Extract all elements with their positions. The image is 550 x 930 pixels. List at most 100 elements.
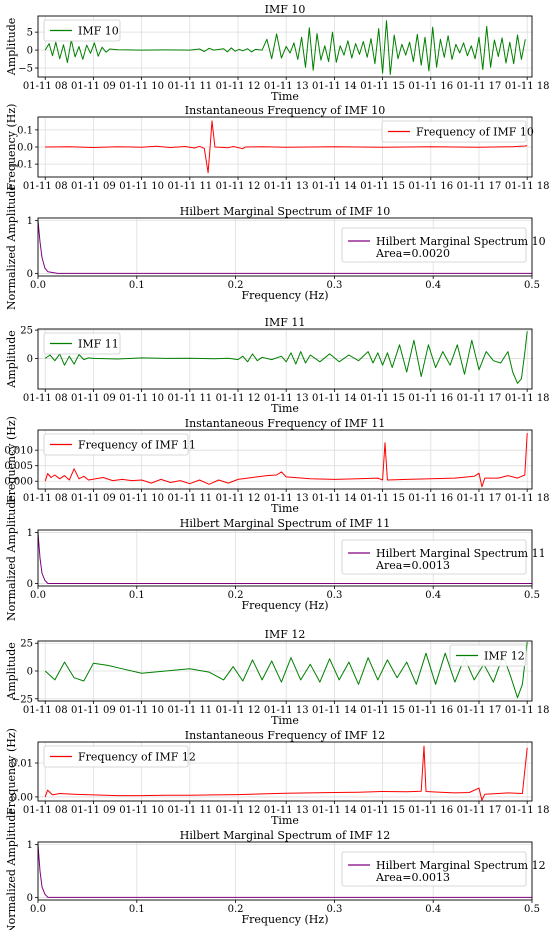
legend-entry: IMF 10 (78, 25, 119, 38)
legend-entry: IMF 12 (484, 650, 525, 663)
x-tick-label: 01-11 16 (408, 805, 453, 816)
x-tick-label: 01-11 09 (71, 393, 116, 404)
legend: Frequency of IMF 12 (43, 745, 196, 768)
x-axis-label: Time (271, 814, 299, 827)
axes-frame (37, 429, 533, 490)
legend-entry: Hilbert Marginal Spectrum 12 (376, 859, 546, 872)
series-line (44, 433, 528, 488)
x-tick-label: 0.3 (326, 280, 342, 291)
legend-box (43, 433, 189, 456)
legend-box (43, 745, 189, 768)
x-axis-label: Time (271, 402, 299, 415)
x-tick-label: 01-11 09 (71, 705, 116, 716)
x-tick-label: 0.4 (425, 280, 441, 291)
axes-frame (37, 529, 533, 587)
x-tick-label: 01-11 16 (408, 705, 453, 716)
legend: IMF 11 (43, 332, 121, 355)
x-tick-label: 01-11 15 (360, 81, 405, 92)
x-tick-label: 01-11 18 (505, 393, 550, 404)
chart-title: Hilbert Marginal Spectrum of IMF 12 (180, 829, 391, 842)
chart-panel-5: 01-11 08 01-11 09 01-11 10 01-11 11 01-11 12… (4, 416, 549, 515)
x-tick-label: 01-11 13 (264, 181, 309, 192)
y-tick-label: 0.005 (4, 461, 33, 472)
legend-annotation: Area=0.0020 (375, 247, 450, 260)
x-tick-label: 0.2 (228, 904, 244, 915)
chart-title: IMF 11 (265, 316, 306, 329)
x-tick-label: 01-11 17 (457, 81, 502, 92)
y-tick-label: 5 (27, 28, 33, 39)
x-tick-label: 01-11 13 (264, 81, 309, 92)
y-tick-label: 0.00 (11, 792, 33, 803)
chart-panel-1: 01-11 08 01-11 09 01-11 10 01-11 11 01-11 12… (5, 3, 550, 103)
x-tick-label: 01-11 12 (216, 393, 261, 404)
y-tick-label: 0 (27, 667, 33, 678)
x-tick-label: 01-11 15 (360, 493, 405, 504)
y-tick-label: 0.01 (11, 759, 33, 770)
x-tick-label: 01-11 17 (457, 493, 502, 504)
legend-box (43, 332, 121, 355)
x-tick-label: 0.3 (326, 904, 342, 915)
x-tick-label: 01-11 11 (167, 805, 212, 816)
x-axis-label: Frequency (Hz) (242, 913, 329, 926)
x-axis-label: Frequency (Hz) (242, 599, 329, 612)
y-tick-label: −25 (12, 694, 33, 705)
axes-frame (37, 328, 533, 390)
x-axis-label: Time (271, 714, 299, 727)
x-tick-label: 01-11 08 (23, 81, 68, 92)
x-tick-label: 01-11 09 (71, 81, 116, 92)
x-tick-label: 01-11 13 (264, 493, 309, 504)
chart-panel-9: 0.0 0.1 0.2 0.3 0.4 0.5 0 1 Hilbert Marginal Spe… (5, 808, 546, 930)
x-tick-label: 01-11 15 (360, 805, 405, 816)
x-tick-label: 01-11 16 (408, 493, 453, 504)
y-tick-label: 0 (27, 579, 33, 590)
x-tick-label: 01-11 14 (312, 705, 357, 716)
legend-annotation: Area=0.0013 (375, 559, 450, 572)
x-tick-label: 0.4 (425, 904, 441, 915)
legend-entry: Hilbert Marginal Spectrum 11 (376, 547, 546, 560)
series-line (44, 642, 528, 699)
axes-frame (37, 841, 533, 901)
x-tick-label: 0.5 (524, 904, 540, 915)
legend-entry: Frequency of IMF 12 (78, 751, 196, 764)
legend-entry: IMF 11 (78, 338, 119, 351)
y-tick-label: 0 (27, 269, 33, 280)
x-tick-label: 01-11 16 (408, 181, 453, 192)
x-tick-label: 0.2 (228, 280, 244, 291)
y-tick-label: 1 (27, 840, 33, 851)
x-tick-label: 01-11 10 (119, 493, 164, 504)
y-axis-label: Amplitude (5, 18, 18, 77)
x-tick-label: 01-11 17 (457, 705, 502, 716)
x-tick-label: 01-11 15 (360, 393, 405, 404)
y-tick-label: 0.0 (17, 143, 33, 154)
y-tick-label: 0 (27, 354, 33, 365)
chart-panel-6: 0.0 0.1 0.2 0.3 0.4 0.5 0 1 Hilbert Marginal Spe… (5, 495, 546, 621)
legend-box (341, 851, 527, 887)
x-tick-label: 01-11 10 (119, 393, 164, 404)
y-tick-label: 0.010 (4, 446, 33, 457)
x-tick-label: 0.0 (30, 904, 46, 915)
x-tick-label: 01-11 16 (408, 81, 453, 92)
series-line (37, 532, 532, 584)
x-tick-label: 01-11 17 (457, 393, 502, 404)
y-tick-label: 25 (20, 639, 33, 650)
y-axis-label: Normalized Amplitude (5, 495, 18, 621)
chart-panel-7: 01-11 08 01-11 09 01-11 10 01-11 11 01-11 12… (5, 628, 550, 727)
legend-box (381, 120, 527, 143)
x-tick-label: 0.0 (30, 280, 46, 291)
x-tick-label: 01-11 12 (216, 705, 261, 716)
x-axis-label: Frequency (Hz) (242, 289, 329, 302)
x-tick-label: 01-11 15 (360, 705, 405, 716)
series-line (44, 331, 528, 384)
series-line (37, 220, 532, 274)
x-tick-label: 01-11 08 (23, 181, 68, 192)
x-tick-label: 01-11 14 (312, 81, 357, 92)
x-tick-label: 01-11 09 (71, 805, 116, 816)
x-tick-label: 01-11 08 (23, 805, 68, 816)
x-tick-label: 0.2 (228, 590, 244, 601)
axes-frame (37, 15, 533, 78)
y-tick-label: 1 (27, 216, 33, 227)
